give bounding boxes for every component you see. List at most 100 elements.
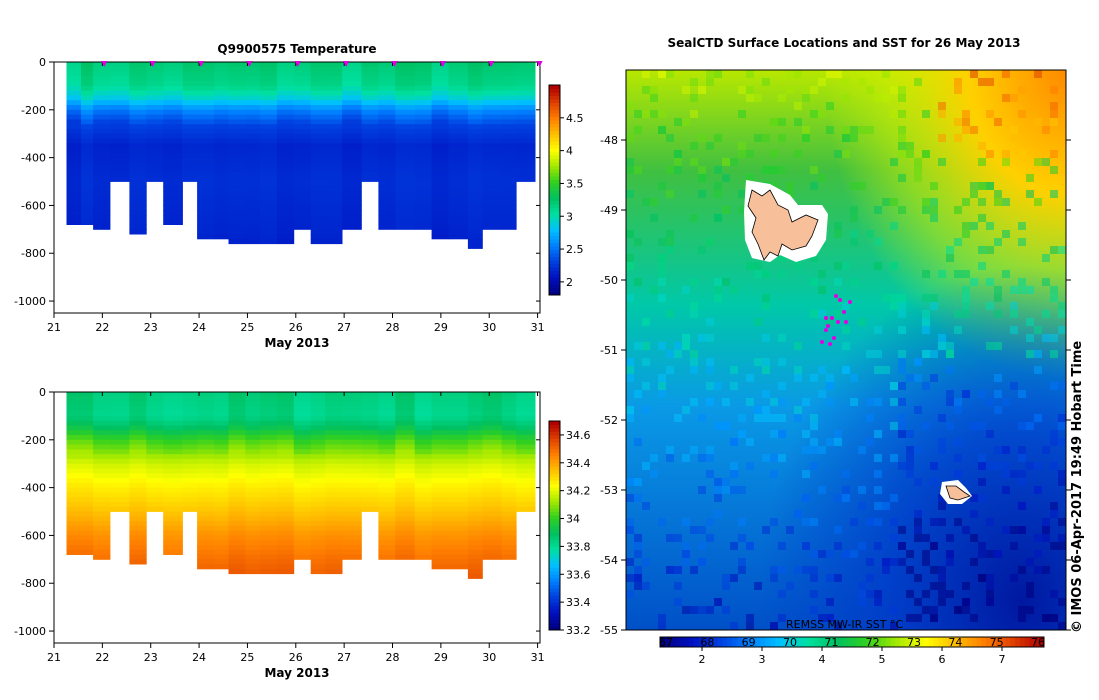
section-cell [81, 454, 94, 460]
section-cell [129, 463, 147, 469]
sst-pixel [802, 470, 810, 478]
sst-pixel [994, 462, 1002, 470]
sst-pixel [722, 478, 730, 486]
sst-pixel [698, 558, 706, 566]
section-cell [276, 138, 295, 144]
sst-pixel [1050, 430, 1058, 438]
section-cell [310, 90, 326, 96]
section-cell [197, 530, 215, 536]
colorbar-segment [549, 211, 560, 215]
section-cell [163, 454, 183, 460]
section-cell [325, 511, 343, 517]
sst-pixel [714, 510, 722, 518]
section-cell [414, 406, 432, 412]
section-cell [482, 215, 503, 221]
section-cell [146, 478, 164, 484]
sst-pixel [842, 78, 850, 86]
section-cell [448, 463, 469, 469]
sst-pixel [970, 278, 978, 286]
sst-pixel [698, 414, 706, 422]
section-cell [395, 511, 415, 517]
section-cell [214, 62, 229, 68]
section-cell [414, 449, 432, 455]
section-cell [395, 114, 415, 120]
section-cell [245, 511, 261, 517]
section-cell [129, 521, 147, 527]
section-cell [342, 148, 362, 154]
section-cell [245, 492, 261, 498]
section-cell [129, 66, 147, 72]
section-cell [467, 81, 483, 87]
section-cell [325, 148, 343, 154]
section-cell [93, 105, 111, 111]
colorbar-segment [962, 637, 968, 647]
sst-pixel [1018, 422, 1026, 430]
sst-pixel [978, 158, 986, 166]
section-cell [182, 458, 198, 465]
sst-pixel [1042, 278, 1050, 286]
section-cell [245, 176, 261, 182]
section-cell [197, 219, 215, 225]
section-cell [245, 497, 261, 503]
section-cell [81, 396, 94, 402]
section-cell [448, 172, 469, 178]
colorbar-segment [957, 637, 963, 647]
sst-pixel [658, 270, 666, 278]
section-cell [182, 85, 198, 92]
section-cell [228, 468, 246, 474]
sst-pixel [1018, 238, 1026, 246]
sst-pixel [738, 566, 746, 574]
section-cell [325, 157, 343, 163]
section-cell [93, 435, 111, 441]
sst-pixel [906, 446, 914, 454]
sst-pixel [1018, 478, 1026, 486]
section-cell [467, 162, 483, 168]
section-cell [378, 157, 396, 163]
x-tick-label: 30 [482, 651, 496, 664]
sst-pixel [986, 462, 994, 470]
section-cell [516, 420, 536, 426]
section-cell [325, 487, 343, 493]
section-cell [146, 124, 164, 130]
section-cell [361, 468, 379, 474]
section-cell [448, 497, 469, 503]
sst-pixel [802, 566, 810, 574]
section-cell [467, 76, 483, 82]
sst-pixel [626, 294, 634, 302]
section-cell [259, 458, 278, 465]
section-cell [228, 454, 246, 460]
section-cell [516, 487, 536, 493]
section-cell [501, 191, 517, 197]
section-cell [245, 554, 261, 560]
section-cell [378, 71, 396, 77]
section-cell [93, 124, 111, 130]
x-tick-label: 21 [47, 651, 61, 664]
section-cell [110, 138, 130, 144]
sst-pixel [818, 78, 826, 86]
section-cell [245, 152, 261, 158]
colorbar-segment [549, 522, 560, 526]
colorbar-segment [1024, 637, 1031, 647]
section-cell [516, 71, 536, 77]
colorbar-segment [1010, 637, 1016, 647]
section-cell [129, 549, 147, 555]
sst-pixel [978, 574, 986, 582]
section-cell [395, 148, 415, 154]
sst-pixel [746, 150, 754, 158]
section-cell [448, 430, 469, 436]
sst-pixel [962, 582, 970, 590]
sst-pixel [914, 174, 922, 182]
sst-pixel [890, 558, 898, 566]
section-cell [310, 487, 326, 493]
sst-pixel [1042, 334, 1050, 342]
colorbar-segment [799, 637, 805, 647]
sst-pixel [746, 70, 754, 78]
section-cell [228, 157, 246, 163]
section-cell [467, 487, 483, 493]
sst-pixel [770, 622, 778, 630]
section-cell [516, 90, 536, 96]
section-cell [93, 224, 111, 230]
section-cell [214, 234, 229, 240]
section-cell [414, 454, 432, 460]
sst-pixel [810, 278, 818, 286]
